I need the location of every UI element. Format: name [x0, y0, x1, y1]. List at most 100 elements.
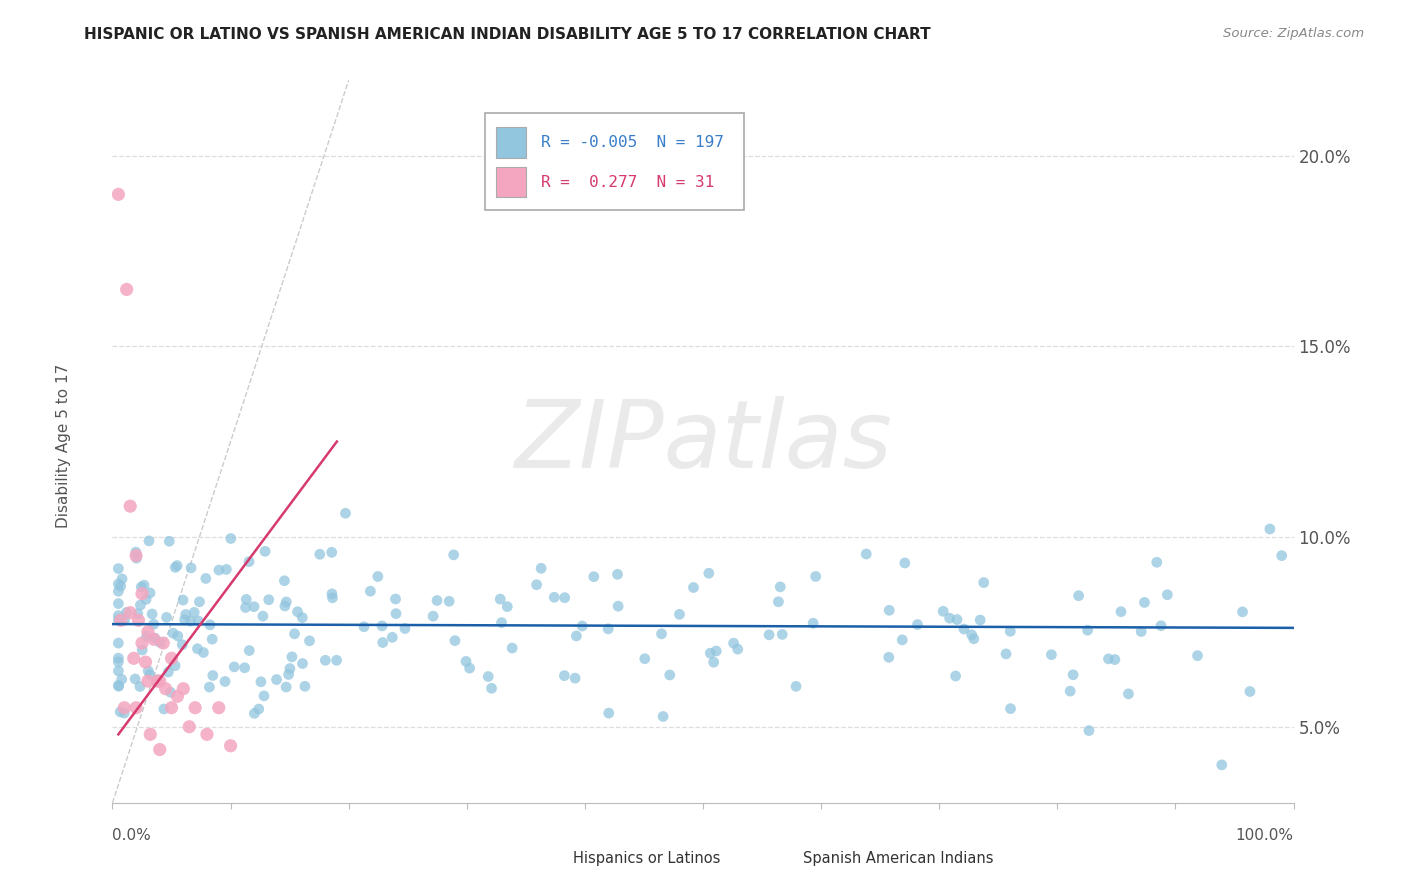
Point: [1040, 648, 1063, 662]
Point: [107, 613, 129, 627]
Point: [136, 624, 159, 639]
Point: [422, 609, 444, 624]
Point: [112, 700, 135, 714]
Point: [1130, 624, 1153, 639]
Point: [127, 613, 149, 627]
Point: [111, 572, 134, 586]
Point: [143, 631, 166, 645]
Point: [155, 681, 177, 696]
Text: 100.0%: 100.0%: [1236, 828, 1294, 843]
Point: [321, 587, 343, 601]
Point: [960, 628, 983, 642]
Point: [444, 633, 467, 648]
Point: [107, 679, 129, 693]
Point: [172, 593, 194, 607]
Point: [247, 702, 270, 716]
Point: [107, 664, 129, 678]
Point: [174, 607, 197, 622]
Point: [496, 599, 519, 614]
Text: HISPANIC OR LATINO VS SPANISH AMERICAN INDIAN DISABILITY AGE 5 TO 17 CORRELATION: HISPANIC OR LATINO VS SPANISH AMERICAN I…: [84, 27, 931, 42]
Point: [855, 547, 877, 561]
Point: [1104, 652, 1126, 666]
Point: [138, 533, 160, 548]
Point: [125, 545, 148, 559]
Point: [1062, 667, 1084, 681]
Point: [371, 635, 394, 649]
Point: [184, 700, 207, 714]
Point: [454, 654, 477, 668]
Point: [291, 657, 314, 671]
Point: [131, 643, 153, 657]
Point: [1000, 701, 1022, 715]
Text: Hispanics or Latinos: Hispanics or Latinos: [574, 851, 720, 866]
Point: [152, 636, 174, 650]
Point: [162, 626, 184, 640]
Point: [250, 674, 273, 689]
Point: [219, 532, 242, 546]
Point: [371, 619, 394, 633]
Point: [179, 720, 201, 734]
Point: [877, 603, 900, 617]
Point: [973, 575, 995, 590]
Point: [125, 549, 148, 563]
Point: [758, 628, 780, 642]
Point: [543, 591, 565, 605]
Point: [634, 651, 657, 665]
Point: [252, 609, 274, 624]
Point: [1150, 618, 1173, 632]
Point: [489, 592, 512, 607]
Point: [257, 592, 280, 607]
Point: [481, 681, 503, 696]
Point: [703, 655, 725, 669]
Point: [1239, 684, 1261, 698]
Point: [215, 562, 238, 576]
Point: [571, 619, 593, 633]
Point: [564, 671, 586, 685]
Point: [107, 577, 129, 591]
Point: [139, 667, 162, 681]
Point: [907, 617, 929, 632]
Point: [1211, 757, 1233, 772]
Point: [1156, 588, 1178, 602]
Point: [114, 613, 136, 627]
Point: [172, 638, 194, 652]
Point: [107, 651, 129, 665]
Point: [443, 548, 465, 562]
Point: [129, 598, 152, 612]
Point: [606, 567, 628, 582]
Point: [111, 673, 134, 687]
Point: [946, 613, 969, 627]
Text: Disability Age 5 to 17: Disability Age 5 to 17: [56, 364, 70, 528]
Point: [437, 594, 460, 608]
Point: [243, 599, 266, 614]
Point: [877, 650, 900, 665]
Point: [727, 642, 749, 657]
Point: [180, 561, 202, 575]
Point: [785, 679, 807, 693]
Point: [699, 646, 721, 660]
Point: [127, 607, 149, 621]
Point: [458, 661, 481, 675]
Point: [235, 600, 257, 615]
Point: [253, 689, 276, 703]
Point: [135, 592, 157, 607]
Point: [274, 599, 297, 613]
Point: [426, 593, 449, 607]
Point: [385, 607, 408, 621]
Point: [131, 636, 153, 650]
Point: [770, 627, 793, 641]
Point: [238, 555, 260, 569]
Point: [107, 608, 129, 623]
Point: [321, 545, 343, 559]
Point: [995, 647, 1018, 661]
Point: [353, 620, 375, 634]
Point: [325, 653, 347, 667]
FancyBboxPatch shape: [768, 844, 794, 871]
Point: [607, 599, 630, 614]
Point: [165, 658, 187, 673]
Point: [195, 727, 218, 741]
Point: [281, 649, 304, 664]
Point: [963, 632, 986, 646]
Point: [107, 678, 129, 692]
Point: [201, 668, 224, 682]
